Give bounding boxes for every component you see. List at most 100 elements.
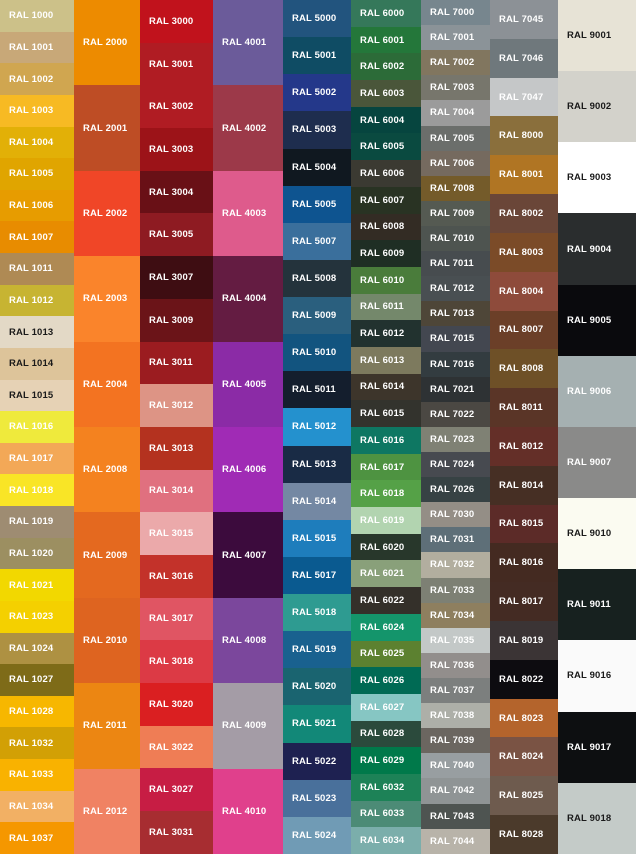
colour-swatch[interactable]: RAL 9018 <box>558 782 636 854</box>
colour-swatch[interactable]: RAL 5000 <box>283 0 351 38</box>
colour-swatch[interactable]: RAL 6001 <box>351 26 421 54</box>
colour-swatch[interactable]: RAL 5004 <box>283 148 351 186</box>
colour-swatch[interactable]: RAL 5018 <box>283 594 351 632</box>
colour-swatch[interactable]: RAL 8022 <box>490 659 558 699</box>
colour-swatch[interactable]: RAL 7032 <box>421 552 490 578</box>
colour-swatch[interactable]: RAL 5007 <box>283 222 351 260</box>
colour-swatch[interactable]: RAL 7044 <box>421 828 490 854</box>
colour-swatch[interactable]: RAL 5011 <box>283 371 351 409</box>
colour-swatch[interactable]: RAL 7035 <box>421 627 490 653</box>
colour-swatch[interactable]: RAL 2009 <box>74 512 140 598</box>
colour-swatch[interactable]: RAL 3015 <box>140 512 213 555</box>
colour-swatch[interactable]: RAL 3027 <box>140 768 213 812</box>
colour-swatch[interactable]: RAL 7011 <box>421 251 490 277</box>
colour-swatch[interactable]: RAL 1011 <box>0 253 74 285</box>
colour-swatch[interactable]: RAL 6000 <box>351 0 421 27</box>
colour-swatch[interactable]: RAL 5023 <box>283 779 351 817</box>
colour-swatch[interactable]: RAL 1015 <box>0 379 74 412</box>
colour-swatch[interactable]: RAL 5015 <box>283 519 351 557</box>
colour-swatch[interactable]: RAL 1000 <box>0 0 74 32</box>
colour-swatch[interactable]: RAL 3031 <box>140 811 213 854</box>
colour-swatch[interactable]: RAL 7016 <box>421 351 490 377</box>
colour-swatch[interactable]: RAL 9016 <box>558 640 636 712</box>
colour-swatch[interactable]: RAL 6008 <box>351 213 421 241</box>
colour-swatch[interactable]: RAL 6033 <box>351 800 421 828</box>
colour-swatch[interactable]: RAL 6029 <box>351 747 421 774</box>
colour-swatch[interactable]: RAL 3014 <box>140 469 213 513</box>
colour-swatch[interactable]: RAL 1024 <box>0 632 74 665</box>
colour-swatch[interactable]: RAL 1018 <box>0 474 74 506</box>
colour-swatch[interactable]: RAL 5003 <box>283 111 351 149</box>
colour-swatch[interactable]: RAL 7045 <box>490 0 558 39</box>
colour-swatch[interactable]: RAL 9002 <box>558 71 636 143</box>
colour-swatch[interactable]: RAL 2008 <box>74 426 140 513</box>
colour-swatch[interactable]: RAL 2000 <box>74 0 140 86</box>
colour-swatch[interactable]: RAL 7023 <box>421 426 490 452</box>
colour-swatch[interactable]: RAL 1003 <box>0 94 74 127</box>
colour-swatch[interactable]: RAL 1037 <box>0 822 74 854</box>
colour-swatch[interactable]: RAL 4006 <box>213 426 283 513</box>
colour-swatch[interactable]: RAL 6021 <box>351 560 421 588</box>
colour-swatch[interactable]: RAL 8024 <box>490 737 558 777</box>
colour-swatch[interactable]: RAL 3012 <box>140 384 213 427</box>
colour-swatch[interactable]: RAL 7038 <box>421 703 490 729</box>
colour-swatch[interactable]: RAL 6022 <box>351 587 421 614</box>
colour-swatch[interactable]: RAL 7008 <box>421 175 490 201</box>
colour-swatch[interactable]: RAL 3011 <box>140 341 213 385</box>
colour-swatch[interactable]: RAL 5010 <box>283 334 351 372</box>
colour-swatch[interactable]: RAL 1033 <box>0 759 74 791</box>
colour-swatch[interactable]: RAL 6025 <box>351 640 421 668</box>
colour-swatch[interactable]: RAL 7010 <box>421 225 490 252</box>
colour-swatch[interactable]: RAL 8025 <box>490 776 558 816</box>
colour-swatch[interactable]: RAL 3013 <box>140 426 213 470</box>
colour-swatch[interactable]: RAL 6002 <box>351 53 421 81</box>
colour-swatch[interactable]: RAL 3003 <box>140 128 213 171</box>
colour-swatch[interactable]: RAL 7002 <box>421 50 490 76</box>
colour-swatch[interactable]: RAL 3022 <box>140 725 213 769</box>
colour-swatch[interactable]: RAL 5019 <box>283 631 351 669</box>
colour-swatch[interactable]: RAL 9001 <box>558 0 636 72</box>
colour-swatch[interactable]: RAL 8004 <box>490 271 558 311</box>
colour-swatch[interactable]: RAL 7013 <box>421 301 490 327</box>
colour-swatch[interactable]: RAL 7036 <box>421 652 490 678</box>
colour-swatch[interactable]: RAL 2011 <box>74 683 140 769</box>
colour-swatch[interactable]: RAL 8023 <box>490 698 558 738</box>
colour-swatch[interactable]: RAL 1014 <box>0 347 74 380</box>
colour-swatch[interactable]: RAL 7031 <box>421 527 490 553</box>
colour-swatch[interactable]: RAL 6010 <box>351 266 421 294</box>
colour-swatch[interactable]: RAL 5014 <box>283 482 351 520</box>
colour-swatch[interactable]: RAL 6006 <box>351 160 421 187</box>
colour-swatch[interactable]: RAL 3005 <box>140 213 213 257</box>
colour-swatch[interactable]: RAL 4009 <box>213 683 283 769</box>
colour-swatch[interactable]: RAL 7003 <box>421 75 490 101</box>
colour-swatch[interactable]: RAL 4005 <box>213 341 283 427</box>
colour-swatch[interactable]: RAL 3001 <box>140 42 213 86</box>
colour-swatch[interactable]: RAL 6015 <box>351 400 421 427</box>
colour-swatch[interactable]: RAL 9007 <box>558 426 636 499</box>
colour-swatch[interactable]: RAL 8015 <box>490 504 558 544</box>
colour-swatch[interactable]: RAL 3002 <box>140 85 213 129</box>
colour-swatch[interactable]: RAL 6032 <box>351 773 421 801</box>
colour-swatch[interactable]: RAL 5022 <box>283 742 351 780</box>
colour-swatch[interactable]: RAL 2002 <box>74 170 140 257</box>
colour-swatch[interactable]: RAL 8017 <box>490 582 558 621</box>
colour-swatch[interactable]: RAL 6028 <box>351 720 421 748</box>
colour-swatch[interactable]: RAL 7039 <box>421 728 490 754</box>
colour-swatch[interactable]: RAL 3017 <box>140 597 213 641</box>
colour-swatch[interactable]: RAL 7015 <box>421 326 490 352</box>
colour-swatch[interactable]: RAL 6017 <box>351 453 421 481</box>
colour-swatch[interactable]: RAL 1023 <box>0 600 74 633</box>
colour-swatch[interactable]: RAL 5017 <box>283 556 351 594</box>
colour-swatch[interactable]: RAL 7022 <box>421 401 490 427</box>
colour-swatch[interactable]: RAL 7033 <box>421 577 490 603</box>
colour-swatch[interactable]: RAL 1016 <box>0 411 74 443</box>
colour-swatch[interactable]: RAL 6027 <box>351 693 421 721</box>
colour-swatch[interactable]: RAL 2004 <box>74 341 140 427</box>
colour-swatch[interactable]: RAL 5012 <box>283 408 351 446</box>
colour-swatch[interactable]: RAL 7006 <box>421 150 490 176</box>
colour-swatch[interactable]: RAL 1034 <box>0 790 74 823</box>
colour-swatch[interactable]: RAL 7000 <box>421 0 490 26</box>
colour-swatch[interactable]: RAL 5020 <box>283 668 351 706</box>
colour-swatch[interactable]: RAL 1006 <box>0 189 74 222</box>
colour-swatch[interactable]: RAL 4008 <box>213 597 283 684</box>
